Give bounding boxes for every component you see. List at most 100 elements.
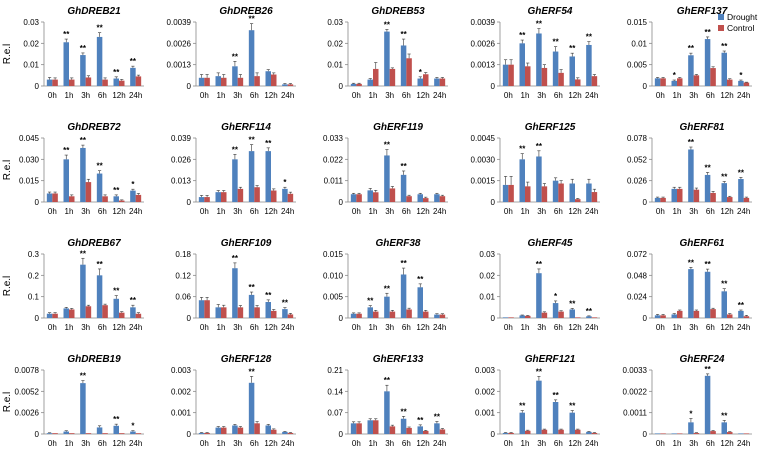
x-tick-label: 3h bbox=[385, 91, 394, 100]
chart-title: GhERF45 bbox=[527, 238, 572, 249]
y-tick-label: 0.015 bbox=[19, 177, 40, 186]
y-tick-label: 0.02 bbox=[479, 271, 495, 280]
chart-gherf109: GhERF109 0 0.06 0.12 0.18 0h 1h 3h ** 6h ** 12h ** 24… bbox=[175, 238, 296, 332]
y-tick-label: 0.015 bbox=[627, 18, 648, 27]
significance-mark: ** bbox=[721, 172, 728, 181]
y-tick-label: 0.052 bbox=[627, 155, 648, 164]
bar-drought-24h bbox=[738, 310, 744, 318]
bar-control-24h bbox=[439, 429, 446, 434]
y-tick-label: 0.0013 bbox=[167, 61, 192, 70]
significance-mark: ** bbox=[569, 299, 576, 308]
bar-control-0h bbox=[204, 432, 210, 434]
x-tick-label: 6h bbox=[98, 439, 107, 448]
y-tick-label: 0.002 bbox=[171, 387, 192, 396]
bar-control-24h bbox=[743, 197, 750, 202]
y-tick-label: 0.002 bbox=[475, 387, 496, 396]
bar-control-1h bbox=[525, 430, 531, 434]
x-tick-label: 1h bbox=[217, 323, 226, 332]
significance-mark: ** bbox=[400, 259, 407, 268]
chart-title: GhERF38 bbox=[375, 238, 420, 249]
bar-control-12h bbox=[119, 200, 125, 202]
x-tick-label: 0h bbox=[200, 439, 209, 448]
bar-control-6h bbox=[102, 433, 108, 434]
bar-drought-12h bbox=[113, 298, 119, 318]
y-tick-label: 0.0078 bbox=[15, 366, 40, 375]
bar-control-12h bbox=[271, 429, 277, 434]
y-tick-label: 0.072 bbox=[627, 250, 648, 259]
y-tick-label: 0 bbox=[491, 82, 496, 91]
bar-drought-12h bbox=[721, 183, 727, 202]
bar-control-6h bbox=[406, 58, 412, 86]
y-tick-label: 0.02 bbox=[23, 39, 39, 48]
bar-drought-3h bbox=[688, 269, 694, 318]
significance-mark: ** bbox=[688, 138, 695, 147]
bar-drought-24h bbox=[586, 316, 592, 318]
bar-control-24h bbox=[439, 78, 446, 86]
chart-title: GhERF81 bbox=[679, 122, 724, 133]
bar-drought-12h bbox=[417, 426, 423, 434]
y-tick-label: 0.3 bbox=[28, 250, 40, 259]
x-tick-label: 3h bbox=[385, 439, 394, 448]
x-tick-label: 6h bbox=[554, 91, 563, 100]
y-tick-label: 0.022 bbox=[323, 155, 344, 164]
bar-control-6h bbox=[406, 427, 412, 434]
bar-control-1h bbox=[525, 315, 531, 318]
significance-mark: ** bbox=[232, 254, 239, 263]
significance-mark: ** bbox=[704, 28, 711, 37]
bar-drought-6h bbox=[400, 418, 407, 434]
y-tick-label: 0 bbox=[187, 198, 192, 207]
x-tick-label: 0h bbox=[200, 91, 209, 100]
bar-drought-12h bbox=[417, 287, 423, 318]
bar-control-6h bbox=[254, 187, 260, 202]
significance-mark: ** bbox=[519, 31, 526, 40]
bar-control-24h bbox=[287, 84, 294, 86]
x-tick-label: 12h bbox=[264, 439, 277, 448]
x-tick-label: 1h bbox=[673, 323, 682, 332]
y-axis-label: R.e.l bbox=[2, 276, 13, 297]
bar-drought-1h bbox=[215, 76, 221, 86]
y-tick-label: 0.015 bbox=[323, 250, 344, 259]
y-tick-label: 0.048 bbox=[627, 271, 648, 280]
chart-gherf128: GhERF128 0 0.001 0.002 0.003 0h 1h 3h 6h ** 12h 24h bbox=[171, 354, 296, 448]
chart-gherf121: GhERF121 0 0.001 0.002 0.003 0h 1h ** 3h ** 6h ** 12… bbox=[475, 354, 600, 448]
bar-drought-6h bbox=[96, 36, 103, 86]
bar-control-0h bbox=[52, 193, 58, 202]
significance-mark: * bbox=[689, 409, 693, 418]
bar-drought-24h bbox=[586, 44, 592, 86]
bar-drought-3h bbox=[80, 55, 86, 86]
x-tick-label: 24h bbox=[585, 207, 598, 216]
x-tick-label: 0h bbox=[352, 323, 361, 332]
bar-control-1h bbox=[221, 427, 227, 434]
bar-drought-6h bbox=[552, 51, 559, 86]
bar-drought-24h bbox=[282, 84, 288, 86]
x-tick-label: 1h bbox=[369, 91, 378, 100]
bar-control-3h bbox=[85, 433, 92, 434]
x-tick-label: 3h bbox=[689, 207, 698, 216]
significance-mark: ** bbox=[738, 168, 745, 177]
chart-gherf54: GhERF54 0 0.0013 0.0026 0.0039 0h 1h ** 3h ** 6h **… bbox=[471, 6, 600, 100]
bar-control-1h bbox=[69, 196, 75, 202]
bar-drought-1h bbox=[519, 159, 525, 202]
bar-control-12h bbox=[575, 199, 581, 202]
x-tick-label: 3h bbox=[233, 439, 242, 448]
y-tick-label: 0 bbox=[187, 82, 192, 91]
bar-drought-1h bbox=[215, 307, 221, 318]
y-tick-label: 0.033 bbox=[323, 134, 344, 143]
bar-control-12h bbox=[423, 430, 429, 434]
bar-drought-1h bbox=[63, 159, 69, 202]
bar-control-6h bbox=[406, 309, 412, 318]
chart-ghdreb26: GhDREB26 0 0.0013 0.0026 0.0039 0h 1h 3h ** 6h ** 1… bbox=[167, 6, 296, 100]
y-tick-label: 0.18 bbox=[175, 250, 191, 259]
bar-control-0h bbox=[204, 197, 210, 202]
bar-control-24h bbox=[743, 316, 750, 318]
bar-control-0h bbox=[52, 313, 58, 318]
x-tick-label: 0h bbox=[352, 207, 361, 216]
x-tick-label: 1h bbox=[65, 91, 74, 100]
bar-drought-3h bbox=[80, 147, 86, 202]
y-tick-label: 0.024 bbox=[627, 293, 648, 302]
chart-title: GhERF119 bbox=[373, 122, 423, 133]
bar-control-3h bbox=[237, 77, 244, 86]
bar-drought-6h bbox=[704, 375, 711, 434]
bar-drought-1h bbox=[63, 431, 69, 434]
